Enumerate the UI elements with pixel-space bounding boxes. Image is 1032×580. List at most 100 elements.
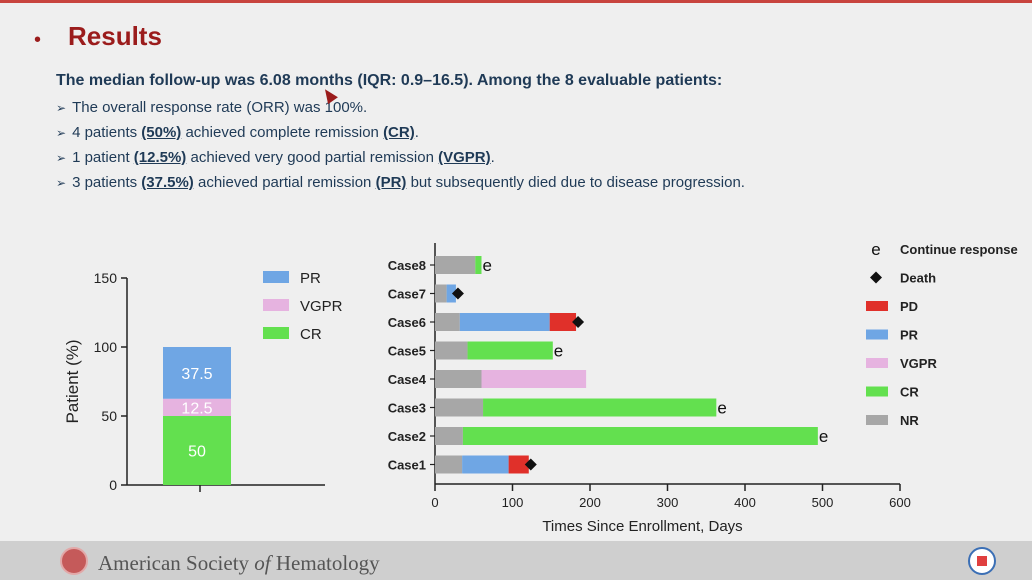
swim-segment-nr (435, 284, 447, 303)
result-point: ➢ 1 patient (12.5%) achieved very good pa… (56, 147, 745, 172)
swim-segment-nr (435, 398, 484, 417)
legend-swatch-cr (263, 327, 289, 339)
legend-diamond-icon (870, 271, 882, 284)
y-tick-label: 100 (94, 339, 118, 355)
swim-segment-cr (467, 341, 553, 360)
case-label: Case8 (388, 258, 426, 273)
bar-segment-vgpr (163, 398, 231, 416)
emphasis-text: (CR) (383, 124, 415, 141)
point-text: . (490, 149, 495, 166)
swim-segment-pd (549, 313, 577, 331)
result-point: ➢ 4 patients (50%) achieved complete remi… (56, 122, 745, 147)
swim-segment-pd (508, 455, 529, 474)
legend-swatch-pd (866, 301, 888, 311)
continue-response-marker: e (717, 399, 726, 418)
continue-response-marker: e (483, 256, 492, 275)
legend-marker-e: e (871, 240, 880, 259)
legend-swatch-cr (866, 386, 888, 397)
case-label: Case4 (388, 372, 427, 387)
x-tick-label: 100 (502, 495, 524, 510)
point-text: . (414, 124, 419, 141)
stacked-response-chart: 0 50 100 150 Patient (%) 50 12.5 37.5 PR VGPR CR (63, 270, 343, 493)
legend-swatch-pr (866, 329, 888, 340)
x-tick-label: 0 (431, 495, 438, 510)
arrow-bullet-icon: ➢ (56, 126, 67, 140)
bar-value-label: 50 (188, 444, 206, 461)
bar-segment-pr (163, 347, 231, 399)
swim-segment-nr (435, 370, 482, 388)
swim-segment-nr (435, 427, 463, 445)
x-tick-label: 200 (579, 495, 601, 510)
point-text: The overall response rate (ORR) was 100%… (72, 99, 368, 116)
result-point: ➢ The overall response rate (ORR) was 100… (56, 97, 745, 122)
y-tick-label: 0 (109, 477, 117, 493)
legend-label: VGPR (900, 356, 937, 371)
legend-label: Death (900, 271, 936, 286)
legend-label: VGPR (300, 298, 343, 315)
swim-segment-vgpr (481, 370, 587, 388)
bar-value-label: 12.5 (181, 400, 212, 417)
y-tick-label: 50 (101, 408, 117, 424)
slide-title: Results (68, 21, 162, 51)
point-text: 1 patient (72, 149, 134, 166)
x-axis-label: Times Since Enrollment, Days (542, 518, 742, 535)
point-text: 4 patients (72, 124, 142, 141)
x-tick-label: 300 (657, 495, 679, 510)
arrow-bullet-icon: ➢ (56, 151, 67, 165)
x-tick-label: 500 (812, 495, 834, 510)
emphasis-text: (12.5%) (133, 149, 187, 166)
arrow-bullet-icon: ➢ (56, 176, 67, 190)
case-label: Case7 (388, 287, 426, 302)
bar-segment-cr (163, 416, 231, 485)
continue-response-marker: e (554, 342, 563, 361)
case-label: Case1 (388, 458, 426, 473)
swim-segment-cr (483, 398, 717, 417)
swimmer-plot: 0 100 200 300 400 500 600 Times Since Enrollmen… (388, 240, 1018, 535)
emphasis-text: (VGPR) (438, 149, 491, 166)
results-list: ➢ The overall response rate (ORR) was 100… (56, 97, 745, 197)
bar-value-label: 37.5 (181, 366, 212, 383)
swim-segment-nr (435, 256, 476, 274)
hospital-logo-icon (968, 547, 996, 575)
swim-segment-nr (435, 455, 463, 474)
death-marker-icon (572, 316, 585, 328)
legend-swatch-pr (263, 271, 289, 283)
swim-segment-nr (435, 313, 460, 331)
legend-swatch-nr (866, 415, 888, 425)
legend-label: PR (300, 270, 321, 287)
x-tick-label: 600 (889, 495, 911, 510)
point-text: but subsequently died due to disease pro… (406, 174, 745, 191)
y-tick-label: 150 (94, 270, 118, 286)
emphasis-text: (50%) (141, 124, 182, 141)
continue-response-marker: e (819, 427, 828, 446)
footer-bar: American Society of Hematology (0, 541, 1032, 580)
results-slide: • Results The median follow-up was 6.08 … (0, 3, 1032, 541)
legend-label: PD (900, 299, 918, 314)
swim-segment-pr (459, 313, 550, 331)
swim-segment-pr (446, 284, 456, 303)
org-name: American Society of Hematology (98, 551, 380, 575)
swim-segment-cr (462, 427, 818, 445)
summary-text: The median follow-up was 6.08 months (IQ… (56, 72, 723, 89)
legend-label: Continue response (900, 242, 1018, 257)
point-text: achieved partial remission (193, 174, 376, 191)
legend-label: NR (900, 413, 919, 428)
point-text: 3 patients (72, 174, 142, 191)
legend-label: CR (900, 385, 919, 400)
ash-logo-icon (60, 547, 88, 575)
title-bullet: • (34, 29, 42, 51)
death-marker-icon (451, 287, 464, 300)
case-label: Case3 (388, 401, 426, 416)
arrow-bullet-icon: ➢ (56, 101, 67, 115)
top-accent-line (0, 0, 1032, 3)
swim-segment-nr (435, 341, 468, 360)
swim-segment-pr (462, 455, 509, 474)
emphasis-text: (37.5%) (141, 174, 194, 191)
swim-segment-cr (475, 256, 482, 274)
y-axis-label: Patient (%) (63, 339, 82, 423)
case-label: Case6 (388, 315, 426, 330)
legend-swatch-vgpr (263, 299, 289, 311)
legend-label: CR (300, 326, 322, 343)
point-text: achieved complete remission (181, 124, 384, 141)
emphasis-text: (PR) (375, 174, 407, 191)
